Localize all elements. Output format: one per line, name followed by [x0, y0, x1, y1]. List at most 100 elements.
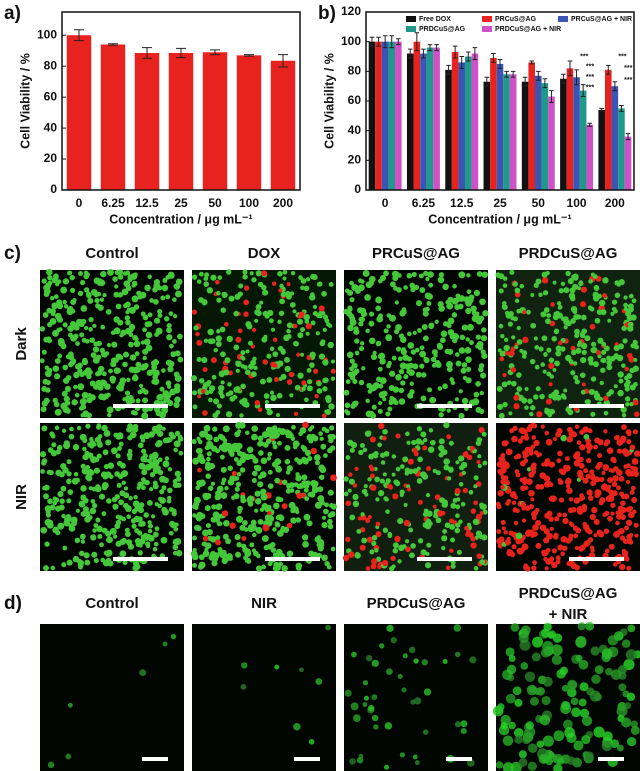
green-cell	[272, 429, 278, 435]
bar	[375, 41, 382, 190]
green-cell	[202, 550, 210, 558]
green-cell	[93, 384, 99, 390]
error-bar	[210, 49, 220, 56]
red-cell	[548, 382, 553, 387]
green-cell	[414, 347, 420, 353]
green-cell	[353, 400, 359, 406]
green-cell	[385, 478, 391, 484]
green-cell	[147, 523, 154, 529]
green-cell	[630, 343, 636, 349]
green-cell	[466, 366, 472, 372]
green-cell	[46, 519, 54, 527]
red-cell	[566, 487, 573, 494]
red-cell	[535, 507, 540, 513]
green-cell	[362, 702, 368, 707]
red-cell	[426, 466, 431, 472]
y-tick-label: 80	[44, 58, 58, 72]
green-cell	[556, 301, 562, 306]
green-cell	[352, 378, 358, 385]
green-cell	[41, 458, 48, 464]
red-cell	[573, 497, 581, 504]
green-cell	[167, 487, 173, 494]
green-cell	[74, 392, 80, 398]
green-cell	[223, 520, 230, 527]
green-cell	[201, 541, 207, 547]
green-cell	[202, 529, 209, 537]
green-cell	[447, 329, 455, 336]
green-cell	[503, 344, 510, 352]
green-cell	[390, 636, 397, 644]
bar	[490, 57, 497, 190]
green-cell	[51, 442, 57, 448]
bar	[406, 53, 414, 191]
green-cell	[413, 658, 419, 664]
green-cell	[570, 306, 578, 313]
green-cell	[597, 337, 604, 344]
green-cell	[243, 527, 249, 532]
green-cell	[505, 693, 516, 704]
red-cell	[543, 475, 551, 482]
green-cell	[65, 374, 72, 381]
red-cell	[262, 359, 268, 365]
red-cell	[445, 565, 451, 571]
red-cell	[464, 525, 469, 531]
green-cell	[411, 271, 417, 277]
green-cell	[345, 379, 351, 385]
green-cell	[174, 375, 182, 382]
red-cell	[522, 480, 527, 486]
green-cell	[242, 269, 248, 275]
green-cell	[292, 309, 297, 314]
green-cell	[438, 438, 445, 445]
green-cell	[114, 523, 121, 530]
bar	[426, 47, 434, 190]
green-cell	[123, 351, 130, 358]
green-cell	[218, 444, 225, 451]
green-cell	[372, 350, 377, 356]
green-cell	[306, 379, 313, 385]
green-cell	[124, 531, 131, 538]
red-cell	[566, 435, 574, 443]
green-cell	[386, 668, 393, 676]
error-bar	[414, 32, 420, 52]
green-cell	[353, 368, 360, 374]
error-bar	[376, 36, 381, 47]
green-cell	[382, 527, 389, 533]
error-bar	[522, 76, 528, 87]
green-cell	[364, 492, 369, 497]
green-cell	[322, 327, 327, 332]
green-cell	[247, 340, 253, 346]
green-cell	[312, 304, 318, 310]
green-cell	[391, 355, 397, 361]
red-cell	[500, 519, 506, 526]
green-cell	[477, 344, 484, 351]
red-cell	[611, 481, 618, 487]
green-cell	[53, 294, 59, 300]
green-cell	[176, 482, 182, 488]
green-cell	[317, 545, 324, 552]
green-cell	[461, 362, 468, 368]
green-cell	[389, 370, 396, 377]
green-cell	[97, 534, 103, 539]
red-cell	[583, 468, 589, 474]
green-cell	[243, 365, 248, 370]
green-cell	[580, 332, 586, 339]
green-cell	[418, 273, 424, 279]
green-cell	[549, 408, 556, 415]
green-cell	[173, 314, 178, 319]
green-cell	[551, 644, 563, 656]
green-cell	[235, 360, 240, 365]
green-cell	[602, 277, 609, 284]
green-cell	[245, 321, 252, 328]
red-cell	[610, 468, 615, 473]
green-cell	[430, 439, 436, 446]
green-cell	[233, 310, 239, 317]
green-cell	[518, 758, 528, 767]
green-cell	[42, 312, 49, 318]
green-cell	[197, 439, 203, 445]
green-cell	[618, 378, 624, 384]
green-cell	[416, 466, 421, 471]
green-cell	[410, 349, 417, 355]
green-cell	[358, 379, 365, 386]
legend-swatch	[482, 26, 492, 32]
red-cell	[593, 533, 598, 538]
